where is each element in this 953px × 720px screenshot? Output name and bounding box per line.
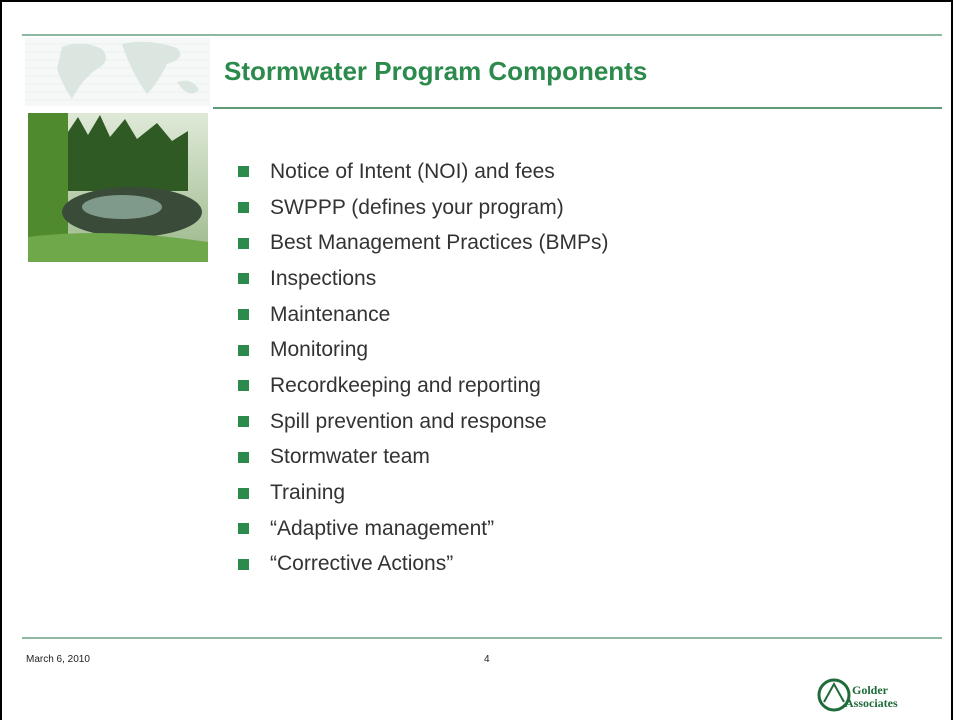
bullet-marker <box>238 559 249 570</box>
bullet-marker <box>238 202 249 213</box>
bullet-text: Inspections <box>270 267 376 291</box>
bullet-text: Notice of Intent (NOI) and fees <box>270 160 555 184</box>
bullet-marker <box>238 345 249 356</box>
bullet-item: Maintenance <box>238 297 608 333</box>
bullet-item: “Corrective Actions” <box>238 547 608 583</box>
bullet-item: Best Management Practices (BMPs) <box>238 225 608 261</box>
bullet-marker <box>238 166 249 177</box>
bullet-text: Recordkeeping and reporting <box>270 374 541 398</box>
footer-date: March 6, 2010 <box>26 654 90 665</box>
bullet-text: Monitoring <box>270 338 368 362</box>
bullet-text: Stormwater team <box>270 445 430 469</box>
bullet-text: Training <box>270 481 345 505</box>
bullet-item: Inspections <box>238 261 608 297</box>
bullet-marker <box>238 238 249 249</box>
bullet-text: SWPPP (defines your program) <box>270 196 564 220</box>
bullet-item: Notice of Intent (NOI) and fees <box>238 154 608 190</box>
bullet-text: “Corrective Actions” <box>270 552 453 576</box>
bullet-item: SWPPP (defines your program) <box>238 190 608 226</box>
bullet-item: Spill prevention and response <box>238 404 608 440</box>
slide-title: Stormwater Program Components <box>224 56 647 87</box>
bullet-marker <box>238 523 249 534</box>
bullet-item: Stormwater team <box>238 440 608 476</box>
bullet-marker <box>238 488 249 499</box>
bullet-marker <box>238 416 249 427</box>
bullet-marker <box>238 273 249 284</box>
bullet-text: “Adaptive management” <box>270 517 494 541</box>
bullet-marker <box>238 309 249 320</box>
bullet-item: “Adaptive management” <box>238 511 608 547</box>
bullet-item: Training <box>238 475 608 511</box>
bullet-text: Spill prevention and response <box>270 410 547 434</box>
bullet-item: Monitoring <box>238 332 608 368</box>
bullet-marker <box>238 452 249 463</box>
bullet-list: Notice of Intent (NOI) and fees SWPPP (de… <box>238 154 608 582</box>
slide: Stormwater Program Components Notice of … <box>0 0 953 720</box>
page-number: 4 <box>484 654 490 665</box>
bullet-text: Maintenance <box>270 303 390 327</box>
bullet-marker <box>238 380 249 391</box>
bullet-text: Best Management Practices (BMPs) <box>270 231 608 255</box>
bullet-item: Recordkeeping and reporting <box>238 368 608 404</box>
